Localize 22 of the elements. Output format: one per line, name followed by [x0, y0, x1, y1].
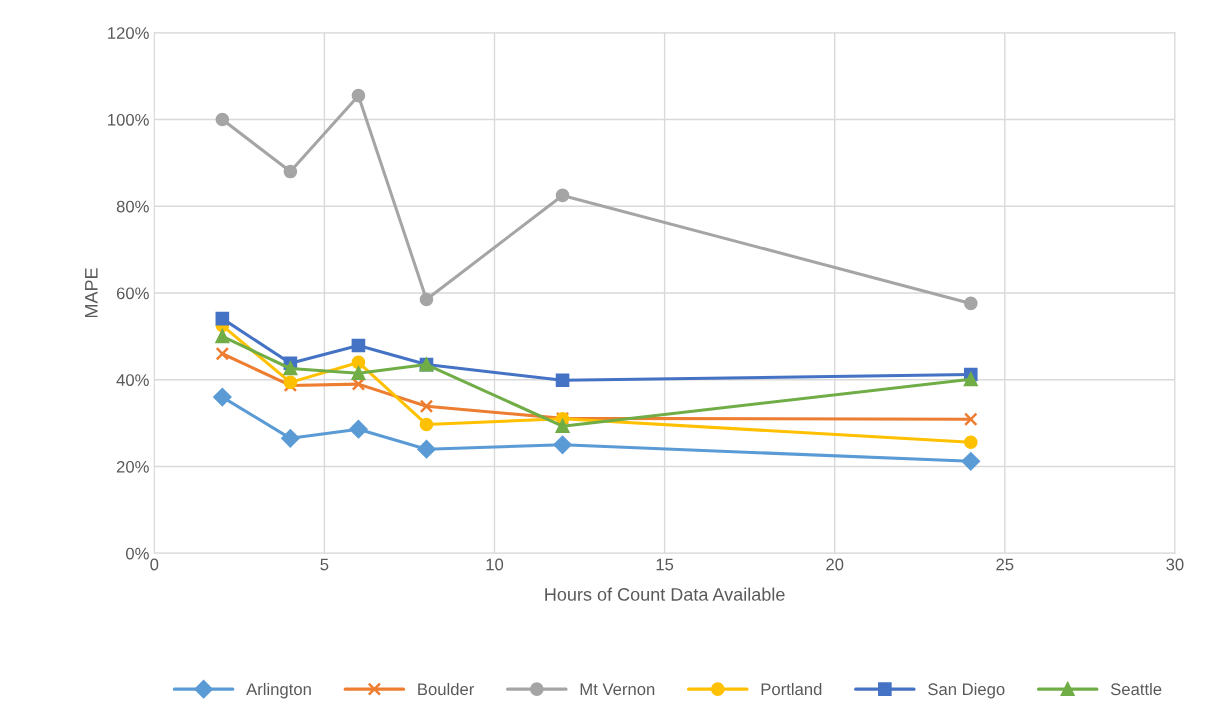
x-axis-title: Hours of Count Data Available: [545, 587, 785, 601]
x-tick-label: 30: [1166, 558, 1184, 571]
legend-label: Portland: [761, 682, 822, 696]
y-tick-label: 80%: [116, 200, 149, 213]
legend-label: San Diego: [928, 682, 1005, 699]
y-tick-label: 100%: [108, 113, 149, 126]
x-tick-label: 0: [150, 558, 159, 571]
x-tick-label: 25: [996, 558, 1014, 571]
legend-label: Boulder: [418, 682, 475, 696]
legend-label: Arlington: [246, 682, 311, 699]
x-tick-label: 5: [320, 558, 329, 571]
x-tick-label: 15: [656, 558, 674, 571]
y-tick-label: 60%: [116, 287, 149, 300]
y-tick-label: 0%: [126, 547, 149, 560]
y-tick-label: 40%: [116, 374, 149, 386]
x-tick-label: 10: [486, 558, 504, 571]
legend-label: Seattle: [1110, 682, 1162, 696]
y-tick-label: 20%: [116, 460, 149, 473]
legend-label: Mt Vernon: [580, 683, 655, 696]
x-tick-label: 20: [826, 558, 844, 571]
y-axis-title: MAPE: [85, 268, 98, 318]
y-tick-label: 120%: [108, 27, 149, 39]
